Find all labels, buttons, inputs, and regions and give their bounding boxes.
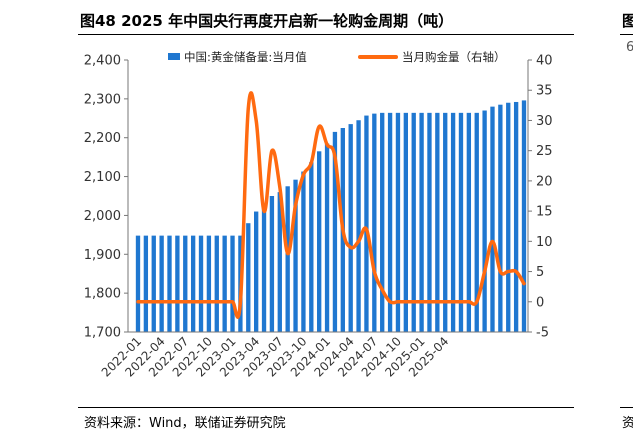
bar [380,112,385,332]
left-tick-label: 2,100 [84,170,121,185]
x-axis: 2022-012022-042022-072022-102023-012023-… [99,331,528,380]
bar [285,186,290,332]
bar [159,235,164,332]
right-tick-label: 40 [536,54,553,69]
bar [450,112,456,332]
right-tick-label: 5 [536,265,544,280]
adjacent-source-fragment: 资 [622,416,633,431]
bar [513,101,519,332]
bar [175,235,180,332]
bar [356,120,361,332]
right-tick-label: 30 [536,114,553,129]
bar [372,113,377,333]
bar [443,112,448,332]
adjacent-figure-tick-fragment: 6 [626,40,633,55]
bar [183,235,188,332]
left-tick-label: 2,200 [84,131,121,146]
bar [190,235,196,332]
left-tick-label: 1,700 [84,326,121,341]
bar [246,223,251,332]
right-axis: -5 0 5 10 15 20 25 30 35 40 [527,54,553,341]
source-note: 资料来源：Wind，联储证券研究院 [84,416,286,431]
bar [206,235,212,332]
bar [411,112,416,332]
bar [490,106,495,332]
bar [293,179,298,332]
bar [277,192,282,332]
bar [214,235,219,332]
purchase-line [136,91,526,320]
bar [395,112,401,332]
left-tick-label: 2,400 [84,54,121,69]
right-tick-label: 25 [536,144,553,159]
bar [466,112,472,332]
bar [332,131,338,332]
adjacent-figure-title-fragment: 图 [622,12,633,30]
legend-bar-swatch [168,53,180,60]
left-axis: 1,700 1,800 1,900 2,000 2,100 2,200 2,300 2,400 [84,54,129,341]
legend-line-label: 当月购金量（右轴） [402,50,506,64]
legend: 中国:黄金储备量:当月值 当月购金量（右轴） [168,50,506,64]
title-rule [78,34,574,35]
legend-bar-label: 中国:黄金储备量:当月值 [184,50,307,64]
bar [521,100,527,332]
bar [403,112,408,332]
bar [222,235,227,332]
bar [301,171,306,332]
figure-title: 图48 2025 年中国央行再度开启新一轮购金周期（吨） [80,12,454,30]
bar [435,112,440,332]
bar [474,112,479,332]
bar [324,143,330,332]
bar [419,112,424,332]
right-tick-label: 35 [536,84,553,99]
left-tick-label: 2,300 [84,92,121,107]
bar-series [135,100,527,333]
bar [198,235,204,332]
bar [427,112,432,332]
adjacent-footer-rule [620,407,633,408]
bar [317,151,322,332]
bar [506,102,511,333]
bar [458,112,464,332]
bar [135,235,141,332]
bar [269,196,275,332]
bar [151,235,156,332]
bar [254,211,259,332]
bar [167,235,172,332]
right-tick-label: 20 [536,174,553,189]
bar [364,115,369,332]
bar [230,235,235,332]
line-series [136,91,526,320]
left-tick-label: 1,900 [84,248,121,263]
adjacent-title-rule [620,34,633,35]
bar [482,110,487,332]
right-tick-label: 0 [536,295,544,310]
bar [309,162,314,332]
bar [387,112,393,332]
bar [261,205,267,332]
left-tick-label: 2,000 [84,209,121,224]
right-tick-label: 10 [536,235,553,250]
right-tick-label: -5 [536,326,549,341]
right-tick-label: 15 [536,205,553,220]
left-tick-label: 1,800 [84,287,121,302]
bar [498,104,503,332]
footer-rule [78,407,574,408]
bar [143,235,149,332]
bar [348,124,353,332]
